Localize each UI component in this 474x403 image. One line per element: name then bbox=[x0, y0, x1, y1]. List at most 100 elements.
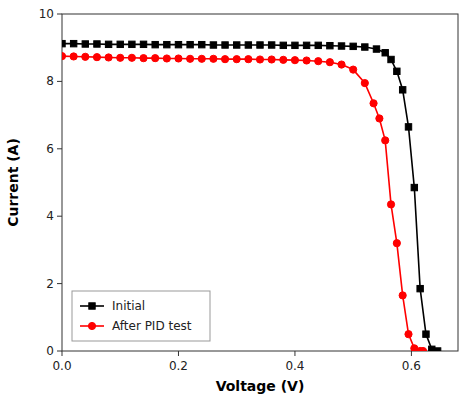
point bbox=[280, 56, 287, 63]
x-axis-label: Voltage (V) bbox=[216, 378, 305, 394]
point bbox=[140, 41, 146, 47]
axes: 0.0 0.2 0.4 0.6 0 2 4 6 8 10 bbox=[39, 7, 421, 373]
point bbox=[152, 55, 159, 62]
y-tick-label: 0 bbox=[46, 344, 54, 358]
series-line bbox=[62, 44, 438, 351]
point bbox=[222, 42, 228, 48]
legend-marker bbox=[89, 303, 95, 309]
point bbox=[423, 331, 429, 337]
point bbox=[315, 42, 321, 48]
point bbox=[105, 54, 112, 61]
x-tick bbox=[178, 351, 179, 356]
x-tick-label: 0.2 bbox=[169, 359, 188, 373]
x-tick bbox=[62, 351, 63, 356]
y-tick bbox=[57, 81, 62, 82]
point bbox=[382, 137, 389, 144]
y-tick bbox=[57, 351, 62, 352]
plot-frame bbox=[62, 14, 458, 351]
point bbox=[405, 124, 411, 130]
point bbox=[210, 42, 216, 48]
point bbox=[70, 40, 76, 46]
legend-box bbox=[72, 291, 210, 341]
point bbox=[164, 41, 170, 47]
y-tick bbox=[57, 14, 62, 15]
point bbox=[117, 41, 123, 47]
point bbox=[292, 42, 298, 48]
point bbox=[417, 285, 423, 291]
point bbox=[233, 56, 240, 63]
series-group bbox=[62, 40, 441, 351]
y-tick-label: 4 bbox=[46, 209, 54, 223]
point bbox=[362, 44, 368, 50]
point bbox=[117, 54, 124, 61]
point bbox=[82, 53, 89, 60]
y-tick-label: 8 bbox=[46, 74, 54, 88]
point bbox=[140, 55, 147, 62]
point bbox=[376, 115, 383, 122]
point bbox=[370, 100, 377, 107]
point bbox=[434, 348, 440, 351]
chart: 0.0 0.2 0.4 0.6 0 2 4 6 8 10 Voltage (V) Current (A… bbox=[0, 0, 474, 403]
point bbox=[303, 57, 310, 64]
point bbox=[399, 87, 405, 93]
point bbox=[419, 347, 426, 351]
point bbox=[62, 53, 66, 60]
x-tick-label: 0.6 bbox=[402, 359, 421, 373]
point bbox=[315, 58, 322, 65]
point bbox=[94, 41, 100, 47]
x-tick bbox=[294, 351, 295, 356]
point bbox=[393, 240, 400, 247]
point bbox=[268, 42, 274, 48]
point bbox=[411, 184, 417, 190]
point bbox=[387, 201, 394, 208]
point bbox=[187, 41, 193, 47]
point bbox=[129, 41, 135, 47]
point bbox=[62, 40, 65, 46]
point bbox=[245, 42, 251, 48]
point bbox=[70, 53, 77, 60]
y-tick bbox=[57, 148, 62, 149]
point bbox=[399, 292, 406, 299]
point bbox=[175, 41, 181, 47]
point bbox=[93, 54, 100, 61]
point bbox=[210, 55, 217, 62]
legend-label: Initial bbox=[112, 299, 145, 313]
point bbox=[245, 56, 252, 63]
point bbox=[187, 55, 194, 62]
y-axis-label: Current (A) bbox=[5, 138, 21, 227]
point bbox=[326, 59, 333, 66]
point bbox=[175, 55, 182, 62]
y-tick-label: 6 bbox=[46, 142, 54, 156]
legend-label: After PID test bbox=[112, 319, 192, 333]
point bbox=[128, 54, 135, 61]
point bbox=[280, 42, 286, 48]
x-tick-label: 0.0 bbox=[52, 359, 71, 373]
point bbox=[382, 50, 388, 56]
point bbox=[338, 61, 345, 68]
point bbox=[350, 66, 357, 73]
point bbox=[105, 41, 111, 47]
point bbox=[256, 56, 263, 63]
point bbox=[338, 43, 344, 49]
point bbox=[388, 56, 394, 62]
point bbox=[152, 41, 158, 47]
y-tick bbox=[57, 216, 62, 217]
point bbox=[405, 331, 412, 338]
legend: Initial After PID test bbox=[72, 291, 210, 341]
point bbox=[291, 57, 298, 64]
point bbox=[327, 42, 333, 48]
point bbox=[350, 43, 356, 49]
point bbox=[199, 41, 205, 47]
x-tick-label: 0.4 bbox=[285, 359, 304, 373]
x-tick bbox=[411, 351, 412, 356]
y-tick-label: 2 bbox=[46, 277, 54, 291]
point bbox=[257, 42, 263, 48]
y-tick bbox=[57, 283, 62, 284]
series-line bbox=[62, 56, 423, 351]
y-tick-label: 10 bbox=[39, 7, 54, 21]
point bbox=[221, 56, 228, 63]
point bbox=[361, 79, 368, 86]
point bbox=[303, 42, 309, 48]
legend-marker bbox=[88, 322, 95, 329]
point bbox=[268, 56, 275, 63]
